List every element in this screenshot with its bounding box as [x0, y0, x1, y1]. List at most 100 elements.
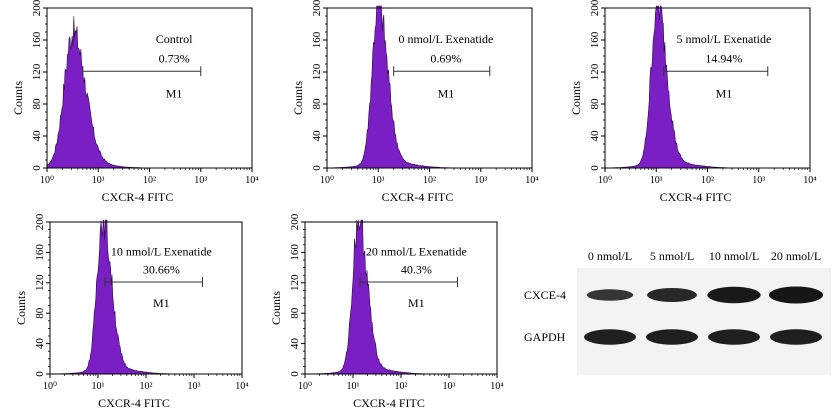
y-tick-label: 120	[589, 63, 601, 80]
x-tick-label: 10¹	[92, 381, 105, 392]
y-tick-label: 160	[311, 31, 323, 48]
gate-percent: 14.94%	[705, 51, 742, 65]
blot-row-label: CXCE-4	[524, 288, 566, 302]
y-tick-label: 40	[31, 130, 43, 142]
x-tick-label: 10³	[188, 381, 201, 392]
x-tick-label: 10²	[423, 175, 436, 186]
histogram-area	[604, 5, 810, 169]
panel-label: 0 nmol/L Exenatide	[398, 32, 493, 46]
blot-column-label: 20 nmol/L	[771, 249, 821, 263]
y-tick-label: 0	[34, 371, 46, 377]
x-tick-label: 10⁴	[803, 175, 817, 186]
blot-band	[707, 286, 761, 304]
gate-percent: 0.69%	[430, 51, 461, 65]
y-axis-label: Counts	[269, 291, 283, 325]
x-tick-label: 10¹	[347, 381, 360, 392]
blot-band	[708, 329, 760, 345]
gate-name: M1	[153, 296, 170, 310]
x-tick-label: 10⁴	[525, 175, 539, 186]
y-tick-label: 160	[289, 244, 301, 261]
x-tick-label: 10⁴	[235, 381, 249, 392]
y-tick-label: 80	[289, 307, 301, 319]
histogram-area	[304, 219, 497, 375]
x-tick-label: 10⁰	[40, 175, 54, 186]
gate-percent: 40.3%	[401, 263, 432, 277]
y-tick-label: 200	[311, 0, 323, 16]
gate-name: M1	[166, 87, 183, 101]
blot-band	[769, 286, 823, 304]
western-blot: 0 nmol/L 5 nmol/L 10 nmol/L 20 nmol/L CXCE-4…	[524, 249, 831, 375]
x-axis-label: CXCR-4 FITC	[660, 190, 732, 204]
panel-label: 10 nmol/L Exenatide	[111, 244, 212, 258]
gate-percent: 30.66%	[143, 263, 180, 277]
gate-name: M1	[438, 87, 455, 101]
blot-column-label: 10 nmol/L	[709, 249, 759, 263]
x-tick-label: 10³	[194, 175, 207, 186]
y-tick-label: 80	[311, 98, 323, 110]
y-tick-label: 200	[34, 213, 46, 230]
histogram-area	[49, 219, 242, 375]
blot-band	[646, 329, 698, 345]
x-tick-label: 10²	[143, 175, 156, 186]
x-axis-label: CXCR-4 FITC	[98, 396, 170, 410]
y-axis-label: Counts	[11, 81, 25, 115]
y-tick-label: 200	[289, 213, 301, 230]
histogram-area	[46, 16, 252, 169]
blot-band	[586, 289, 634, 301]
y-tick-label: 120	[34, 274, 46, 291]
panel-label: 20 nmol/L Exenatide	[366, 244, 467, 258]
y-tick-label: 160	[589, 31, 601, 48]
x-tick-label: 10¹	[650, 175, 663, 186]
blot-band	[584, 329, 636, 345]
y-tick-label: 80	[589, 98, 601, 110]
x-tick-label: 10³	[474, 175, 487, 186]
blot-column-label: 5 nmol/L	[650, 249, 694, 263]
y-axis-label: Counts	[14, 291, 28, 325]
y-tick-label: 200	[31, 0, 43, 16]
blot-membrane	[577, 268, 831, 375]
gate-name: M1	[408, 296, 425, 310]
blot-band	[647, 288, 697, 302]
y-tick-label: 120	[311, 63, 323, 80]
x-axis-label: CXCR-4 FITC	[382, 190, 454, 204]
blot-row-label: GAPDH	[524, 330, 566, 344]
y-tick-label: 160	[34, 244, 46, 261]
y-tick-label: 0	[311, 165, 323, 171]
y-tick-label: 40	[289, 338, 301, 350]
x-axis-label: CXCR-4 FITC	[353, 396, 425, 410]
blot-column-label: 0 nmol/L	[588, 249, 632, 263]
x-tick-label: 10⁴	[245, 175, 259, 186]
histogram-panel-20nm: 0 40 80 120 160 200 10⁰ 10¹ 10² 10³ 10⁴ CXCR-4 FITC…	[269, 213, 504, 410]
gate-percent: 0.73%	[159, 51, 190, 65]
x-tick-label: 10⁰	[298, 381, 312, 392]
x-tick-label: 10⁰	[43, 381, 57, 392]
histogram-panel-control: 0 40 80 120 160 200 10⁰ 10¹ 10² 10³ 10⁴ CXCR-4 FITC…	[11, 0, 259, 204]
y-tick-label: 80	[31, 98, 43, 110]
panel-label: 5 nmol/L Exenatide	[676, 32, 771, 46]
y-axis-label: Counts	[291, 81, 305, 115]
y-tick-label: 80	[34, 307, 46, 319]
y-tick-label: 40	[589, 130, 601, 142]
y-axis-label: Counts	[569, 81, 583, 115]
y-tick-label: 200	[589, 0, 601, 16]
y-tick-label: 0	[289, 371, 301, 377]
y-tick-label: 0	[589, 165, 601, 171]
histogram-panel-0nm: 0 40 80 120 160 200 10⁰ 10¹ 10² 10³ 10⁴ CXCR-4 FITC…	[291, 0, 539, 204]
y-tick-label: 120	[289, 274, 301, 291]
y-tick-label: 0	[31, 165, 43, 171]
x-tick-label: 10³	[752, 175, 765, 186]
x-tick-label: 10²	[701, 175, 714, 186]
y-tick-label: 160	[31, 31, 43, 48]
blot-band	[770, 329, 822, 345]
histogram-area	[326, 5, 532, 169]
x-tick-label: 10¹	[372, 175, 385, 186]
y-tick-label: 40	[311, 130, 323, 142]
x-tick-label: 10²	[140, 381, 153, 392]
x-axis-label: CXCR-4 FITC	[102, 190, 174, 204]
y-tick-label: 120	[31, 63, 43, 80]
panel-label: Control	[156, 32, 193, 46]
gate-name: M1	[716, 87, 733, 101]
x-tick-label: 10⁰	[598, 175, 612, 186]
x-tick-label: 10³	[443, 381, 456, 392]
